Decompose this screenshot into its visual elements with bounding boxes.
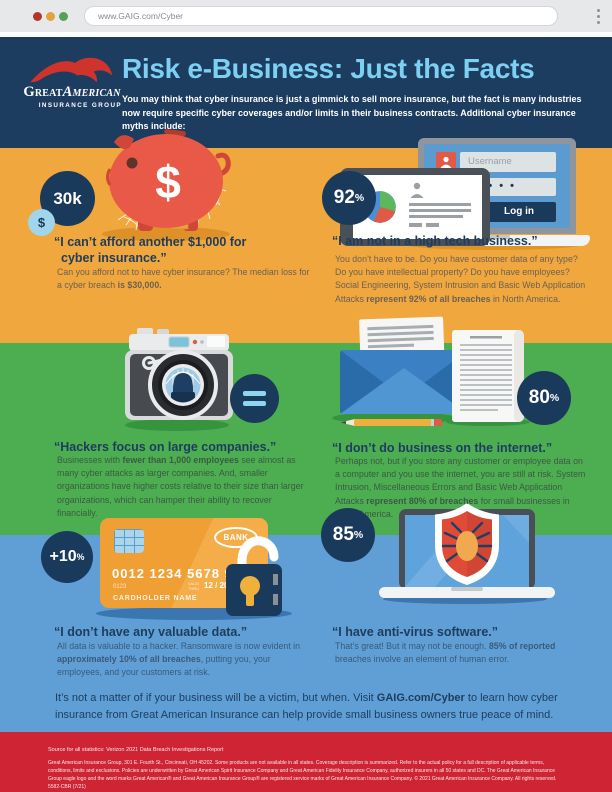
- myth3-body: Businesses with fewer than 1,000 employe…: [57, 455, 304, 518]
- legal-disclaimer: Great American Insurance Group, 301 E. F…: [48, 760, 557, 790]
- card-valid-label: VALID THRU: [188, 581, 200, 591]
- equals-icon: [243, 391, 266, 406]
- username-field[interactable]: Username: [460, 152, 556, 172]
- piggy-bank-illustration: $: [102, 129, 231, 241]
- infographic-page: GreatAmerican INSURANCE GROUP Risk e-Bus…: [0, 37, 612, 792]
- call-to-action: It’s not a matter of if your business wi…: [55, 692, 558, 722]
- login-button[interactable]: Log in: [482, 202, 556, 222]
- myth1-quote: “I can’t afford another $1,000 for cyber…: [54, 235, 247, 265]
- myth5-quote: “I don’t have any valuable data.”: [54, 625, 248, 639]
- source-note: Source for all statistics: Verizon 2021 …: [48, 747, 224, 753]
- logo-tagline: INSURANCE GROUP: [38, 101, 122, 109]
- camera-hacker-illustration: [125, 328, 233, 431]
- open-padlock-icon: [226, 536, 282, 616]
- address-bar[interactable]: www.GAIG.com/Cyber: [84, 6, 558, 26]
- user-avatar-icon: [436, 152, 456, 172]
- myth5-body: All data is valuable to a hacker. Ransom…: [57, 641, 301, 678]
- card-number: 0012 1234 5678 9101: [112, 566, 258, 581]
- cta-link[interactable]: GAIG.com/Cyber: [376, 692, 465, 704]
- myth4-quote: “I don’t do business on the internet.”: [332, 441, 553, 455]
- minimize-button[interactable]: [46, 12, 55, 21]
- dollar-glyph: $: [155, 156, 181, 208]
- myth1-body: Can you afford not to have cyber insuran…: [57, 267, 310, 291]
- eagle-icon: [30, 57, 113, 83]
- antivirus-laptop-illustration: [379, 503, 555, 604]
- myth4-body: Perhaps not, but if you store any custom…: [335, 456, 586, 519]
- myth2-quote: “I am not in a high tech business.”: [332, 234, 538, 248]
- card-code: 0123: [113, 584, 127, 590]
- credit-card-illustration: BANK 0012 1234 5678 9101 0123 VALID THRU…: [96, 518, 292, 622]
- person-icon: [410, 182, 424, 198]
- stat-plus10-circle: +10%: [41, 531, 93, 583]
- page-title: Risk e-Business: Just the Facts: [122, 53, 535, 84]
- stat-80-circle: 80%: [517, 371, 571, 425]
- browser-menu-icon[interactable]: [596, 9, 600, 25]
- shield-bug-icon: [435, 503, 499, 585]
- browser-toolbar: www.GAIG.com/Cyber: [0, 0, 612, 32]
- myth6-body: That’s great! But it may not be enough. …: [335, 641, 556, 665]
- stat-equals-circle: [230, 374, 279, 423]
- close-button[interactable]: [33, 12, 42, 21]
- myth2-body: You don’t have to be. Do you have custom…: [335, 254, 586, 304]
- myth6-quote: “I have anti-virus software.”: [332, 625, 499, 639]
- company-logo: GreatAmerican INSURANCE GROUP: [16, 53, 128, 109]
- card-chip-icon: [114, 529, 144, 553]
- card-expiry: 12 / 20: [204, 581, 229, 590]
- dollar-badge: $: [28, 209, 55, 236]
- hacker-icon: [165, 368, 201, 403]
- header-band: [0, 37, 612, 148]
- card-holder: CARDHOLDER NAME: [113, 595, 198, 602]
- stat-92-circle: 92%: [322, 171, 376, 225]
- stat-85-circle: 85%: [321, 508, 375, 562]
- logo-wordmark: GreatAmerican: [23, 84, 121, 100]
- footer-band: [0, 732, 612, 792]
- envelope-document-illustration: [332, 316, 530, 426]
- intro-text: You may think that cyber insurance is ju…: [122, 94, 582, 131]
- maximize-button[interactable]: [59, 12, 68, 21]
- myth3-quote: “Hackers focus on large companies.”: [54, 440, 277, 454]
